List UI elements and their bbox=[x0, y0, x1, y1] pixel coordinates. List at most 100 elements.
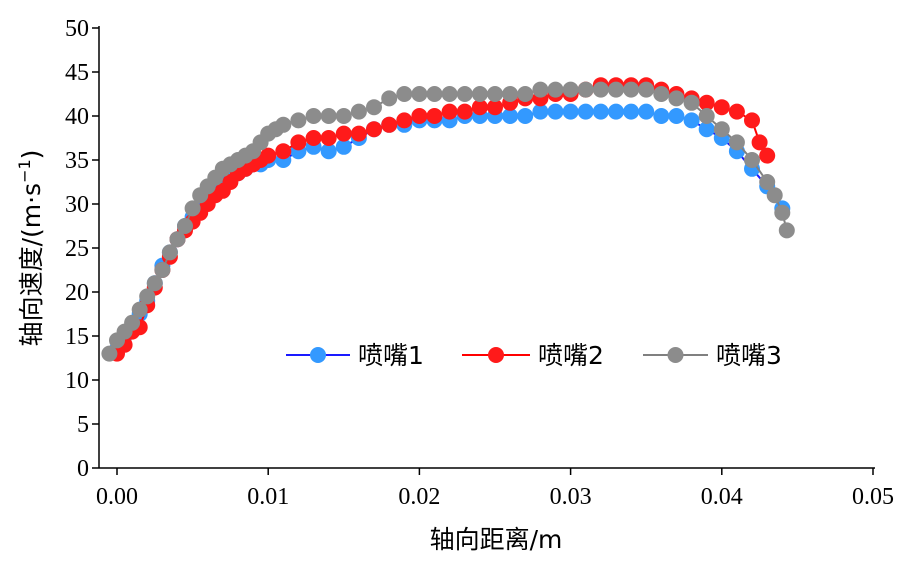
y-tick-label: 50 bbox=[65, 16, 89, 42]
data-point bbox=[381, 116, 398, 133]
data-point bbox=[517, 108, 534, 124]
data-point bbox=[320, 143, 337, 160]
legend-label: 喷嘴1 bbox=[358, 341, 424, 370]
data-point bbox=[320, 108, 337, 124]
y-tick-label: 15 bbox=[65, 324, 89, 350]
y-tick-label: 30 bbox=[65, 192, 89, 218]
data-point bbox=[184, 200, 201, 217]
series-line bbox=[116, 84, 769, 355]
series-line bbox=[116, 110, 784, 350]
x-tick-label: 0.02 bbox=[398, 484, 440, 510]
legend-marker bbox=[310, 347, 326, 363]
data-point bbox=[441, 86, 458, 102]
data-point bbox=[487, 86, 503, 102]
y-axis-title-main: 轴向速度/(m·s bbox=[17, 183, 46, 347]
data-point bbox=[592, 103, 609, 120]
x-tick-label: 0.01 bbox=[247, 484, 289, 510]
data-point bbox=[778, 222, 795, 239]
x-tick-label: 0.03 bbox=[550, 484, 592, 510]
y-axis-title-close: ) bbox=[17, 150, 46, 160]
y-tick-label: 5 bbox=[77, 412, 89, 438]
data-point bbox=[547, 103, 564, 120]
data-point bbox=[774, 204, 791, 221]
data-point bbox=[411, 86, 428, 102]
legend-label: 喷嘴2 bbox=[538, 341, 604, 370]
data-point bbox=[683, 112, 700, 129]
data-point bbox=[335, 138, 352, 155]
data-point bbox=[471, 99, 488, 116]
data-point bbox=[456, 86, 473, 102]
y-axis-title-superscript: −1 bbox=[15, 159, 34, 183]
data-point bbox=[638, 103, 655, 120]
data-point bbox=[577, 81, 594, 98]
data-point bbox=[744, 112, 760, 129]
data-point bbox=[532, 81, 549, 98]
x-ticks: 0.00 0.01 0.02 0.03 0.04 0.05 bbox=[96, 468, 894, 510]
data-point bbox=[161, 244, 178, 261]
data-point bbox=[623, 81, 640, 98]
data-point bbox=[517, 86, 534, 102]
data-point bbox=[668, 108, 685, 124]
data-point bbox=[260, 147, 277, 164]
y-tick-label: 25 bbox=[65, 236, 89, 262]
data-point bbox=[592, 81, 609, 98]
series-layer bbox=[101, 77, 795, 362]
data-point bbox=[456, 103, 473, 120]
data-point bbox=[653, 108, 670, 124]
data-point bbox=[381, 90, 398, 107]
data-point bbox=[320, 130, 337, 146]
data-point bbox=[426, 86, 443, 102]
x-tick-label: 0.05 bbox=[852, 484, 894, 510]
data-point bbox=[562, 81, 579, 98]
data-point bbox=[683, 94, 700, 111]
data-point bbox=[532, 103, 549, 120]
data-point bbox=[668, 90, 685, 107]
series-line bbox=[108, 88, 788, 355]
series-1 bbox=[109, 103, 791, 358]
y-tick-label: 35 bbox=[65, 148, 89, 174]
data-point bbox=[766, 187, 783, 204]
data-point bbox=[335, 125, 352, 142]
data-point bbox=[653, 86, 670, 102]
legend-item: 喷嘴3 bbox=[643, 341, 782, 370]
data-point bbox=[426, 108, 443, 124]
legend-item: 喷嘴2 bbox=[462, 341, 604, 370]
legend-label: 喷嘴3 bbox=[716, 341, 782, 370]
data-point bbox=[350, 103, 367, 120]
data-point bbox=[441, 103, 458, 120]
axes bbox=[98, 26, 875, 469]
data-point bbox=[124, 314, 141, 331]
data-point bbox=[305, 130, 322, 146]
data-point bbox=[728, 103, 745, 120]
data-point bbox=[305, 108, 322, 124]
data-point bbox=[623, 103, 640, 120]
data-point bbox=[290, 134, 307, 151]
legend: 喷嘴1 喷嘴2 喷嘴3 bbox=[286, 341, 782, 370]
series-3 bbox=[101, 81, 795, 362]
data-point bbox=[139, 288, 156, 305]
data-point bbox=[396, 86, 413, 102]
x-axis-title: 轴向距离/m bbox=[430, 525, 563, 554]
data-point bbox=[502, 86, 519, 102]
data-point bbox=[759, 147, 776, 164]
data-point bbox=[744, 152, 760, 168]
data-point bbox=[638, 81, 655, 98]
data-point bbox=[396, 112, 413, 129]
legend-marker bbox=[667, 347, 684, 363]
data-point bbox=[698, 108, 715, 124]
data-point bbox=[698, 94, 715, 111]
data-point bbox=[131, 301, 148, 318]
data-point bbox=[547, 81, 564, 98]
y-tick-label: 0 bbox=[77, 456, 89, 482]
data-point bbox=[487, 99, 503, 116]
data-point bbox=[608, 81, 624, 98]
data-point bbox=[728, 134, 745, 151]
y-axis-title: 轴向速度/(m·s−1) bbox=[15, 150, 46, 347]
data-point bbox=[411, 108, 428, 124]
data-point bbox=[290, 112, 307, 129]
data-point bbox=[335, 108, 352, 124]
data-point bbox=[759, 174, 776, 190]
x-tick-label: 0.04 bbox=[701, 484, 743, 510]
data-point bbox=[471, 86, 488, 102]
